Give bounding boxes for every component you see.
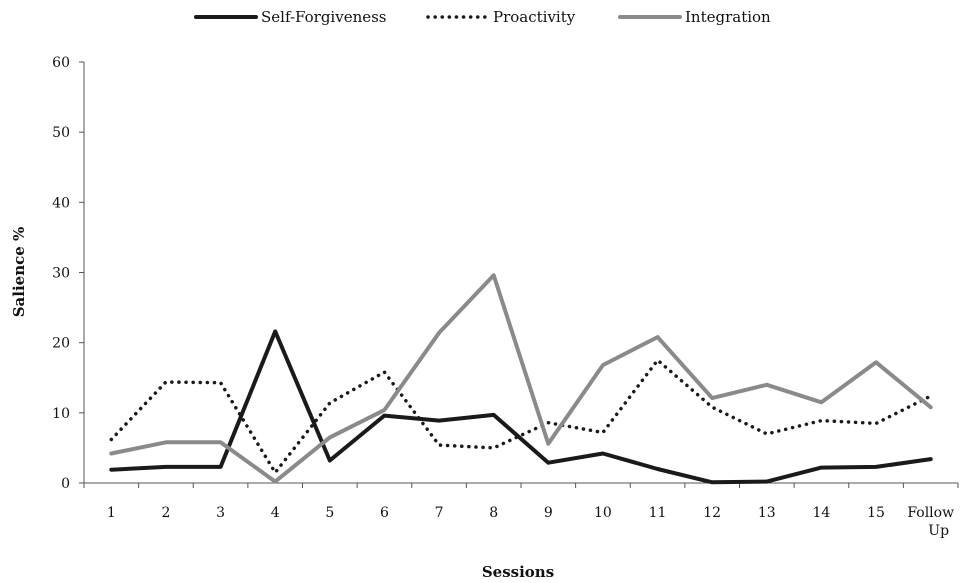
y-tick-label: 30 (52, 266, 70, 282)
series-layer (109, 273, 933, 485)
x-tick-label: 6 (380, 505, 389, 521)
x-tick-label: 1 (107, 505, 116, 521)
x-tick-label: 9 (544, 505, 553, 521)
x-tick-label: 2 (161, 505, 170, 521)
y-axis: 0 10 20 30 40 50 60 (52, 55, 85, 492)
x-tick-label: 5 (325, 505, 334, 521)
x-tick-label: 13 (758, 505, 776, 521)
legend: Self-Forgiveness Proactivity Integration (194, 8, 771, 26)
x-tick-label: 3 (216, 505, 225, 521)
series-line-self-forgiveness (109, 329, 933, 485)
x-tick-label: 7 (435, 505, 444, 521)
x-tick-label: 11 (649, 505, 667, 521)
x-tick-label: 12 (703, 505, 721, 521)
y-tick-label: 10 (52, 406, 70, 422)
legend-item: Integration (618, 8, 771, 26)
x-tick-label: 8 (489, 505, 498, 521)
y-axis-title: Salience % (10, 227, 28, 318)
legend-item: Proactivity (426, 8, 576, 26)
legend-label: Self-Forgiveness (261, 8, 387, 26)
x-tick-label: Follow Up (907, 505, 954, 539)
y-tick-label: 0 (61, 476, 70, 492)
x-tick-label: 15 (867, 505, 885, 521)
legend-label: Integration (685, 8, 771, 26)
y-tick-label: 60 (52, 55, 70, 71)
x-axis-title: Sessions (482, 563, 554, 581)
y-tick-label: 50 (52, 125, 70, 141)
x-tick-label: 10 (594, 505, 612, 521)
series-line-proactivity (109, 358, 933, 475)
x-tick-label: 4 (271, 505, 280, 521)
series-line-integration (109, 273, 933, 484)
x-axis: 1 2 3 4 5 6 7 8 9 10 11 12 13 14 15 Follow Up (83, 482, 959, 539)
legend-item: Self-Forgiveness (194, 8, 387, 26)
legend-label: Proactivity (493, 8, 576, 26)
y-tick-label: 40 (52, 195, 70, 211)
x-tick-label: 14 (813, 505, 831, 521)
y-tick-label: 20 (52, 336, 70, 352)
